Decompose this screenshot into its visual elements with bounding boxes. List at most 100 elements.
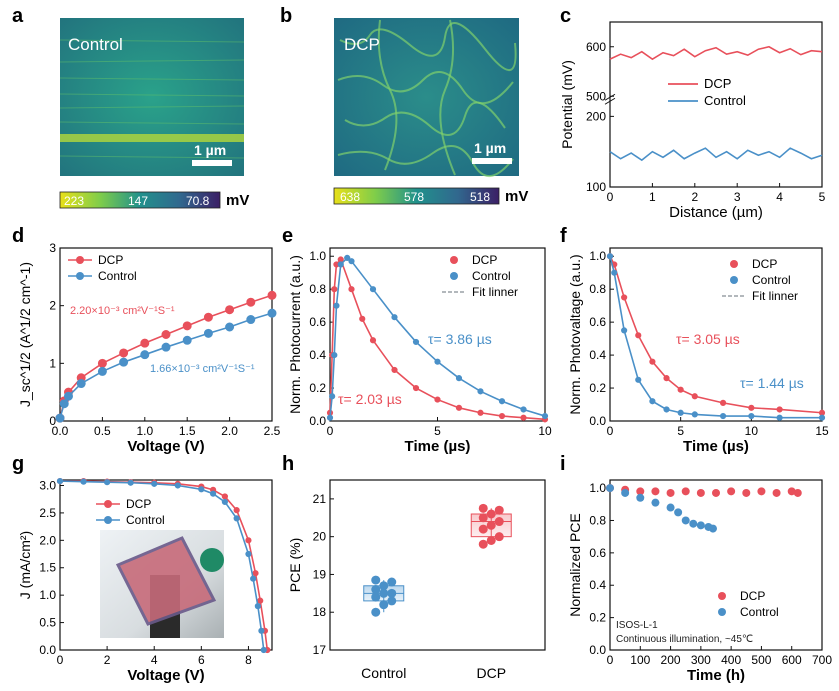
chart-f-point-dcp	[719, 399, 727, 406]
chart-f-legend-label: Fit linner	[752, 289, 798, 303]
chart-d-ytick-label: 2	[49, 299, 56, 313]
chart-c-ytick-label: 200	[586, 109, 606, 123]
chart-d-ytick-label: 1	[49, 356, 56, 370]
chart-d-legend-label: DCP	[98, 253, 123, 267]
chart-e-point-control	[412, 338, 420, 346]
chart-h-frame	[329, 479, 546, 651]
chart-g-xtick-label: 8	[245, 653, 252, 667]
chart-d-point-control	[119, 357, 129, 367]
chart-e-point-control	[541, 412, 549, 420]
chart-g-point-control	[198, 486, 205, 493]
chart-c-axis-break	[604, 93, 616, 101]
chart-i-point-control	[689, 519, 698, 528]
chart-g-ytick-label: 1.5	[39, 561, 56, 575]
chart-g-point-dcp	[245, 537, 252, 544]
chart-h-point-control	[387, 588, 397, 598]
chart-e-point-control	[344, 254, 351, 261]
chart-g-xtick-label: 4	[151, 653, 158, 667]
panel-label-d: d	[12, 225, 24, 247]
chart-i-point-control	[621, 488, 630, 497]
chart-e-ytick-label: 1.0	[309, 249, 326, 263]
chart-i-point-dcp	[636, 487, 645, 496]
chart-e-xtick-label: 0	[327, 424, 334, 438]
chart-h-ylabel: PCE (%)	[287, 538, 303, 592]
chart-g-frame	[59, 479, 273, 651]
chart-e-point-dcp	[498, 412, 506, 420]
chart-f-xtick-label: 5	[677, 424, 684, 438]
chart-h-point-control	[371, 575, 381, 585]
chart-i-point-dcp	[793, 488, 802, 497]
chart-h-point-control	[371, 592, 381, 602]
chart-c-xtick-label: 5	[819, 190, 826, 204]
chart-d-annotation: 2.20×10⁻³ cm²V⁻¹S⁻¹	[70, 305, 175, 317]
chart-g-legend-label: Control	[126, 513, 165, 527]
chart-f-point-control	[611, 269, 618, 276]
chart-e-point-control	[391, 314, 398, 321]
chart-i-point-dcp	[712, 488, 720, 497]
chart-i-ytick-label: 0.0	[589, 643, 606, 657]
chart-i-xtick-label: 0	[607, 653, 614, 667]
chart-i-ytick-label: 0.8	[589, 513, 606, 527]
chart-h-point-dcp	[486, 509, 496, 519]
chart-e: 0 5 10 0.0 0.2 0.4 0.6 0.8 1.0 Time (µs) Norm. Pho…	[287, 247, 552, 455]
chart-e-point-dcp	[331, 286, 338, 293]
colorbar-b-unit: mV	[505, 188, 528, 205]
chart-g-xtick-label: 2	[104, 653, 111, 667]
chart-e-legend-swatch	[450, 256, 458, 264]
chart-e-series-dcp-line	[329, 257, 546, 421]
chart-i-frame	[609, 479, 823, 651]
chart-c-axis-break	[604, 97, 616, 105]
chart-i-point-dcp	[651, 487, 660, 496]
chart-g-xtick-label: 0	[57, 653, 64, 667]
chart-f-point-control	[663, 406, 670, 413]
map-b-grain-boundaries	[337, 19, 517, 177]
chart-c-ylabel: Potential (mV)	[559, 60, 575, 149]
chart-d-xtick-label: 1.0	[136, 424, 153, 438]
chart-e-point-dcp	[412, 384, 420, 392]
chart-f-ytick-label: 0.8	[589, 282, 606, 296]
panel-label-f: f	[560, 225, 567, 247]
colorbar-a-unit: mV	[226, 192, 249, 209]
chart-f-series-dcp-line	[609, 255, 823, 414]
map-b-title: DCP	[344, 35, 380, 54]
chart-i-ytick-label: 0.2	[589, 611, 606, 625]
chart-i-ytick-label: 0.4	[589, 578, 606, 592]
chart-c-legend-label: DCP	[704, 76, 731, 91]
chart-i-xtick-label: 400	[721, 653, 741, 667]
chart-g-ytick-label: 2.5	[39, 506, 56, 520]
chart-c-xtick-label: 4	[776, 190, 783, 204]
chart-e-point-dcp	[477, 409, 484, 416]
chart-i-xtick-label: 200	[661, 653, 681, 667]
chart-i-point-control	[651, 498, 660, 507]
chart-i-point-control	[666, 503, 675, 512]
chart-f-point-control	[621, 327, 628, 334]
chart-f-ytick-label: 0.2	[589, 381, 606, 395]
chart-g-ytick-label: 0.0	[39, 643, 56, 657]
chart-f-point-dcp	[748, 404, 755, 411]
chart-i-ylabel: Normalized PCE	[567, 513, 583, 616]
chart-c-series-dcp-line	[609, 45, 823, 61]
chart-e-legend-swatch	[450, 272, 458, 280]
chart-g-point-control	[254, 603, 261, 610]
chart-f-annotation: τ= 1.44 µs	[740, 375, 804, 391]
chart-e-ytick-label: 0.4	[309, 348, 326, 362]
module-photo-glove	[200, 548, 224, 572]
colorbar-b-tick-2: 578	[404, 190, 424, 204]
chart-c-legend-label: Control	[704, 93, 746, 108]
chart-h-point-dcp	[494, 532, 504, 542]
chart-f-xtick-label: 0	[607, 424, 614, 438]
chart-i-legend-swatch	[718, 592, 726, 600]
module-photo-inset	[100, 530, 224, 638]
chart-d-xtick-label: 2.0	[221, 424, 238, 438]
chart-f-point-dcp	[663, 375, 670, 382]
chart-c-ytick-label: 100	[586, 180, 606, 194]
chart-d-point-control	[76, 379, 86, 389]
chart-e-ytick-label: 0.8	[309, 282, 326, 296]
chart-h-point-dcp	[478, 513, 488, 523]
chart-f-point-control	[649, 398, 656, 405]
chart-h-point-control	[379, 581, 389, 591]
chart-d-point-dcp	[246, 297, 256, 307]
chart-i-ytick-label: 1.0	[589, 481, 606, 495]
chart-e-point-dcp	[359, 315, 366, 322]
chart-g-ytick-label: 1.0	[39, 588, 56, 602]
